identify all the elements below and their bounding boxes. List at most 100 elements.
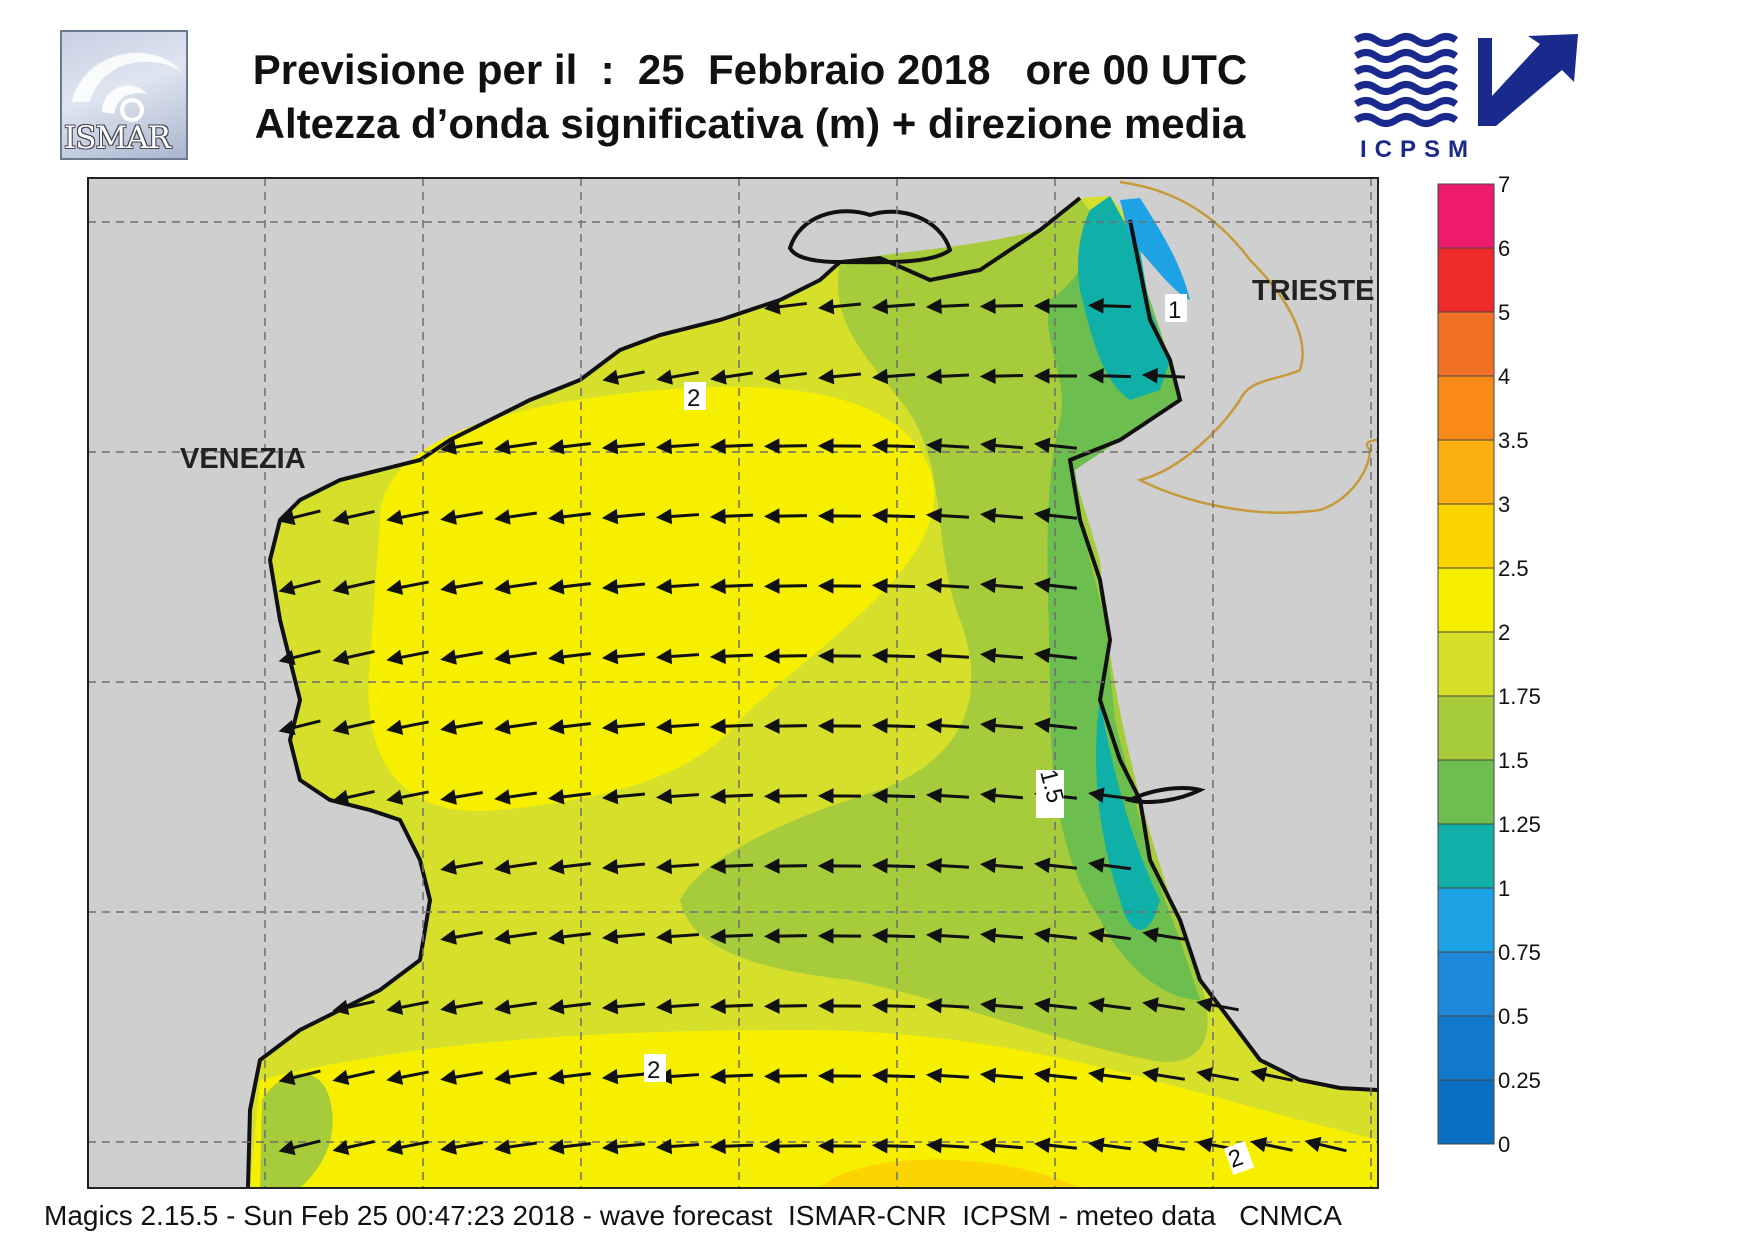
legend-tick-label: 0.75 (1498, 940, 1541, 965)
legend-swatch (1437, 439, 1495, 505)
direction-arrow-head (440, 859, 457, 875)
direction-arrow-head (925, 437, 942, 454)
direction-arrow-head (763, 718, 780, 734)
direction-arrow-head (278, 719, 296, 736)
direction-arrow-head (1196, 997, 1214, 1013)
direction-arrow-head (548, 719, 565, 735)
direction-arrow-head (817, 1068, 834, 1084)
direction-arrow-head (925, 857, 942, 874)
legend-swatch (1437, 247, 1495, 313)
direction-arrow-head (817, 578, 834, 594)
direction-arrow-head (1033, 298, 1050, 314)
direction-arrow-head (1033, 368, 1050, 384)
direction-arrow-head (601, 508, 619, 525)
border-lines (1119, 180, 1378, 514)
direction-arrow-head (494, 1139, 511, 1155)
direction-arrow-head (1142, 997, 1159, 1013)
direction-arrow-head (1088, 787, 1105, 803)
contour-label-1: 1 (1168, 297, 1181, 324)
wave-direction-arrows (278, 298, 1347, 1156)
direction-arrow-head (871, 298, 889, 315)
direction-arrow-head (601, 928, 619, 945)
direction-arrow-head (817, 718, 834, 734)
direction-arrow-head (709, 1068, 726, 1085)
direction-arrow-head (871, 507, 888, 524)
direction-arrow-head (278, 509, 296, 526)
direction-arrow-head (440, 439, 457, 455)
color-legend: 0 0.25 0.5 0.75 1 1.25 1.5 1.75 2 2.5 3 3.5 4 5 6 7 (1437, 172, 1541, 1157)
direction-arrow-head (332, 719, 350, 736)
legend-tick-label: 0.5 (1498, 1004, 1529, 1029)
legend-tick-label: 6 (1498, 236, 1510, 261)
direction-arrow-head (601, 1138, 619, 1155)
direction-arrow-head (925, 647, 942, 664)
direction-arrow-head (601, 578, 619, 595)
direction-arrow-head (1034, 927, 1051, 944)
legend-tick-label: 3 (1498, 492, 1510, 517)
direction-arrow-head (1087, 298, 1104, 314)
direction-arrow-head (548, 579, 565, 595)
icpsm-logo (1353, 33, 1578, 127)
direction-arrow-head (871, 927, 888, 944)
legend-swatch (1437, 1015, 1495, 1081)
direction-arrow-head (332, 579, 350, 596)
direction-arrow-head (494, 439, 511, 455)
direction-arrow-head (709, 648, 726, 665)
direction-arrow-head (1087, 368, 1104, 384)
contour-labels: 1 2 1.5 2 2 (644, 294, 1255, 1175)
legend-swatch (1437, 183, 1495, 249)
direction-arrow-head (979, 577, 997, 594)
direction-arrow-head (1088, 997, 1105, 1013)
direction-arrow-head (440, 1139, 457, 1155)
direction-arrow-head (440, 509, 457, 525)
legend-tick-label: 1 (1498, 876, 1510, 901)
legend-swatch (1437, 631, 1495, 697)
direction-arrow-head (1088, 857, 1105, 873)
direction-arrow-head (494, 579, 511, 595)
legend-tick-label: 1.25 (1498, 812, 1541, 837)
direction-arrow-head (494, 859, 511, 875)
direction-arrow-head (1196, 1067, 1214, 1083)
direction-arrow-head (1034, 577, 1051, 594)
direction-arrow-head (1142, 1067, 1159, 1083)
direction-arrow-head (655, 718, 673, 735)
direction-arrow-head (548, 789, 565, 805)
direction-arrow-head (763, 1068, 780, 1084)
direction-arrow-head (709, 788, 726, 805)
direction-arrow-head (817, 298, 835, 315)
direction-arrow-head (871, 857, 888, 874)
direction-arrow-head (979, 1067, 997, 1084)
footer-credits: Magics 2.15.5 - Sun Feb 25 00:47:23 2018… (44, 1200, 1342, 1231)
direction-arrow-head (763, 438, 780, 454)
direction-arrow-head (709, 438, 726, 455)
direction-arrow-head (494, 929, 511, 945)
direction-arrow-head (386, 999, 404, 1015)
direction-arrow-head (1034, 437, 1051, 454)
direction-arrow-head (763, 788, 780, 804)
direction-arrow-head (548, 649, 565, 665)
ismar-logo-swirl (72, 52, 182, 122)
direction-arrow-head (763, 928, 780, 944)
direction-arrow-head (817, 648, 834, 664)
contour-label-2-south: 2 (647, 1057, 660, 1084)
direction-arrow-head (332, 789, 350, 806)
direction-arrow-head (440, 1069, 457, 1085)
direction-arrow-head (925, 717, 942, 734)
direction-arrow-head (332, 509, 350, 526)
direction-arrow-head (601, 788, 619, 805)
direction-arrow-head (763, 998, 780, 1014)
direction-arrow-head (709, 928, 726, 945)
direction-arrow-head (655, 788, 673, 805)
direction-arrow-head (817, 508, 834, 524)
direction-arrow-head (655, 648, 673, 665)
direction-arrow-head (386, 579, 404, 595)
direction-arrow-head (278, 1139, 296, 1156)
direction-arrow-head (979, 368, 996, 384)
map-frame (87, 177, 1379, 1189)
direction-arrow-head (1250, 1137, 1268, 1153)
direction-arrow-head (1034, 857, 1051, 874)
direction-arrow-head (871, 437, 888, 454)
direction-arrow-head (655, 508, 673, 525)
direction-arrow-head (548, 509, 565, 525)
direction-arrow-head (656, 369, 673, 385)
